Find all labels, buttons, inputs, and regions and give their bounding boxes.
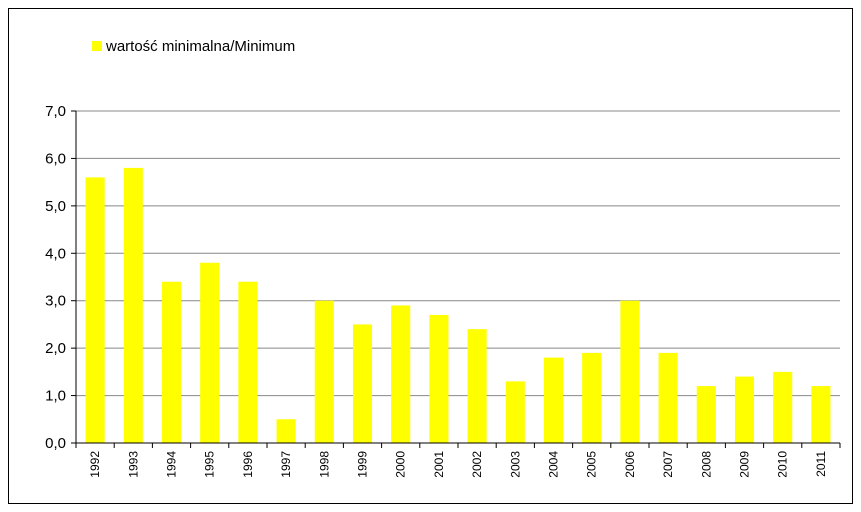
bar: [391, 305, 411, 443]
bar: [658, 352, 678, 443]
bar: [620, 300, 640, 443]
y-tick-label: 5,0: [45, 198, 66, 215]
x-tick-label: 1996: [241, 451, 255, 478]
bar: [505, 381, 525, 443]
x-tick-label: 1998: [317, 451, 331, 478]
x-tick-label: 1995: [203, 451, 217, 478]
x-tick-label: 2006: [623, 451, 637, 478]
x-tick-label: 2003: [508, 451, 522, 478]
y-tick-label: 0,0: [45, 435, 66, 452]
bar: [123, 167, 143, 443]
bar: [429, 314, 449, 443]
x-tick-label: 2008: [699, 451, 713, 478]
bar: [696, 386, 716, 443]
y-tick-label: 1,0: [45, 388, 66, 405]
bar: [85, 177, 105, 443]
y-tick-label: 4,0: [45, 245, 66, 262]
bar: [238, 281, 258, 443]
x-tick-label: 2002: [470, 451, 484, 478]
x-tick-label: 2010: [776, 451, 790, 478]
bar: [276, 419, 296, 443]
legend-swatch: [92, 41, 102, 51]
bar: [811, 386, 831, 443]
bar: [314, 300, 334, 443]
bar: [352, 324, 373, 443]
x-tick-label: 2004: [547, 451, 561, 478]
x-tick-label: 2007: [661, 451, 675, 478]
x-tick-label: 1997: [279, 451, 293, 478]
x-tick-label: 2005: [585, 451, 599, 478]
y-tick-label: 6,0: [45, 150, 66, 167]
x-tick-label: 2009: [738, 451, 752, 478]
x-tick-label: 1994: [165, 451, 179, 478]
x-tick-label: 2011: [814, 451, 828, 477]
bar: [543, 357, 564, 443]
bar: [200, 262, 220, 443]
bar: [734, 376, 755, 443]
y-tick-label: 3,0: [45, 293, 66, 310]
y-tick-label: 7,0: [45, 103, 66, 120]
bar: [161, 281, 182, 443]
bar: [582, 352, 602, 443]
y-tick-label: 2,0: [45, 340, 66, 357]
bar: [773, 371, 793, 443]
bar: [467, 329, 487, 443]
legend-label: wartość minimalna/Minimum: [105, 38, 295, 55]
x-tick-label: 1992: [88, 451, 102, 478]
x-tick-label: 2001: [432, 451, 446, 478]
x-tick-label: 2000: [394, 451, 408, 478]
x-tick-label: 1993: [126, 451, 140, 478]
x-tick-label: 1999: [356, 451, 370, 478]
